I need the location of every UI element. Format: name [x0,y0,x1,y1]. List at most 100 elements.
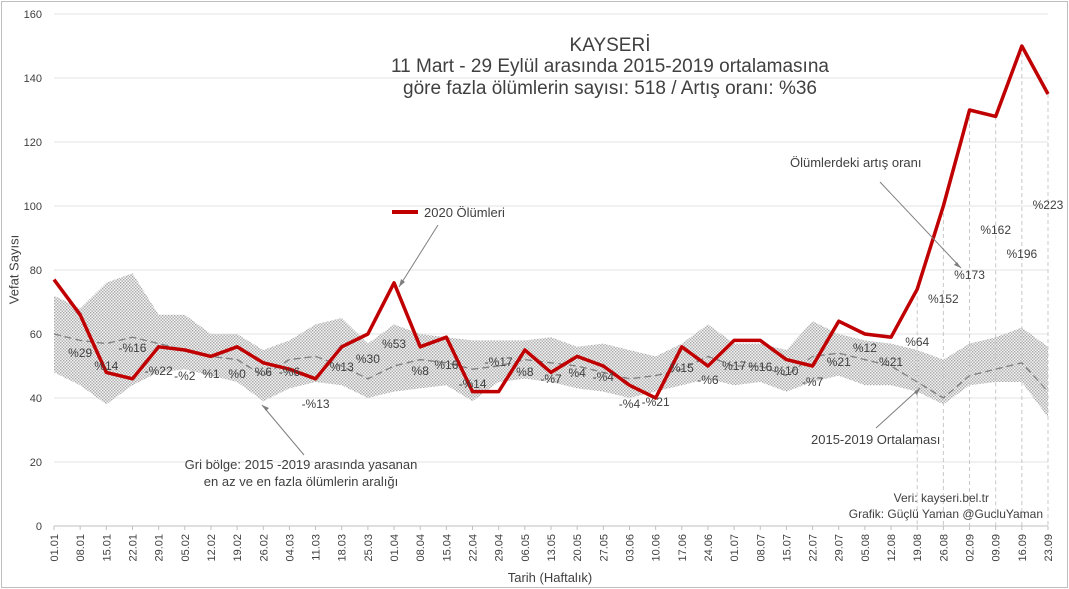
x-tick-label: 23.09 [1043,534,1055,562]
x-tick-label: 08.07 [755,534,767,562]
increase-label: %53 [382,337,406,351]
band-arrow [261,404,305,456]
increase-label: %64 [905,335,929,349]
x-tick-label: 06.05 [520,534,532,562]
average-series [53,333,1049,399]
increase-label: -%7 [802,375,824,389]
x-tick-label: 29.01 [154,534,166,562]
average-note: 2015-2019 Ortalaması [811,432,940,447]
x-tick-label: 16.09 [1017,534,1029,562]
x-tick-label: 12.08 [886,534,898,562]
average-arrow [875,387,921,429]
x-tick-label: 09.09 [991,534,1003,562]
legend-arrowhead [399,279,405,287]
increase-arrowhead [954,262,961,268]
increase-label: %29 [68,346,92,360]
x-tick-label: 08.04 [415,534,427,562]
x-tick-label: 04.03 [284,534,296,562]
increase-label: %14 [94,359,118,373]
increase-label: %21 [879,355,903,369]
x-tick-label: 01.01 [49,534,61,562]
x-tick-label: 13.05 [546,534,558,562]
x-tick-label: 22.04 [468,534,480,562]
band-arrowhead [262,405,269,411]
increase-label: -%13 [302,397,330,411]
chart-title: KAYSERİ [569,35,651,56]
chart-subtitle-line1: 11 Mart - 29 Eylül arasında 2015-2019 or… [391,56,829,77]
increase-label: -%17 [485,355,513,369]
x-tick-label: 20.05 [572,534,584,562]
average-arrowhead [914,388,920,395]
increase-label: %21 [827,355,851,369]
increase-label: -%6 [697,373,719,387]
average-line [53,333,1049,399]
x-tick-label: 05.02 [180,534,192,562]
increase-label: %15 [670,361,694,375]
x-tick-label: 17.06 [677,534,689,562]
increase-label: %12 [853,341,877,355]
author-credit: Grafik: Güçlü Yaman @GucluYaman [848,507,1043,521]
x-tick-label: 15.01 [101,534,113,562]
y-tick-label: 20 [30,457,42,469]
x-tick-label: 18.03 [337,534,349,562]
x-tick-label: 26.08 [938,534,950,562]
x-tick-label: 15.07 [781,534,793,562]
x-tick-label: 02.09 [965,534,977,562]
increase-label: %0 [228,367,246,381]
increase-label: -%22 [145,364,173,378]
x-tick-label: 29.04 [494,534,506,562]
x-tick-label: 08.01 [75,534,87,562]
increase-label: -%14 [459,377,487,391]
increase-label: -%16 [118,341,146,355]
y-tick-label: 80 [30,265,42,277]
band-note-line1: Gri bölge: 2015 -2019 arasında yasanan [185,457,418,472]
drop-lines [916,46,1049,526]
increase-label: %4 [568,366,586,380]
x-tick-label: 10.06 [651,534,663,562]
increase-label: %8 [516,365,534,379]
increase-label: -%4 [593,370,615,384]
x-tick-label: 01.04 [389,534,401,562]
source-credit: Veri: kayseri.bel.tr [893,491,989,505]
y-tick-label: 160 [24,9,42,21]
x-tick-label: 05.08 [860,534,872,562]
line-2020 [52,44,1050,400]
increase-label: -%4 [619,397,641,411]
increase-label: %196 [1006,247,1037,261]
y-tick-label: 140 [24,73,42,85]
axes: 0 20 40 60 80 100 120 140 160 01.01 08.01 15.01 22.0… [24,9,1055,562]
x-tick-label: 27.05 [598,534,610,562]
increase-labels: %29%14-%16 -%22 -%2 %1 %0 %6 -%6 -%13 %13%30%53%… [68,198,1064,411]
x-tick-label: 22.07 [808,534,820,562]
series-2020 [52,44,1050,400]
chart-subtitle-line2: göre fazla ölümlerin sayısı: 518 / Artış… [403,78,817,99]
increase-label: -%2 [174,369,196,383]
increase-label: %16 [748,360,772,374]
increase-label: %223 [1033,198,1064,212]
legend-label: 2020 Ölümleri [424,205,505,220]
x-tick-label: 01.07 [729,534,741,562]
x-tick-label: 11.03 [311,534,323,561]
increase-label: %8 [412,364,430,378]
y-tick-label: 120 [24,137,42,149]
increase-label: %173 [954,268,985,282]
x-tick-label: 24.06 [703,534,715,562]
x-tick-label: 19.02 [232,534,244,562]
increase-label: %16 [434,358,458,372]
y-tick-label: 100 [24,201,42,213]
legend-arrow [398,224,439,288]
x-tick-label: 25.03 [363,534,375,562]
x-tick-label: 12.02 [206,534,218,562]
x-tick-label: 19.08 [912,534,924,562]
increase-label: -%21 [642,395,670,409]
increase-label: %10 [774,364,798,378]
increase-note: Ölümlerdeki artış oranı [790,155,922,170]
y-tick-label: 0 [36,521,42,533]
increase-label: -%7 [540,372,562,386]
increase-label: -%6 [279,365,301,379]
range-band [54,273,1048,418]
band-note-line2: en az ve en fazla ölümlerin aralığı [204,474,398,489]
min-max-band [54,273,1048,418]
x-tick-label: 29.07 [834,534,846,562]
